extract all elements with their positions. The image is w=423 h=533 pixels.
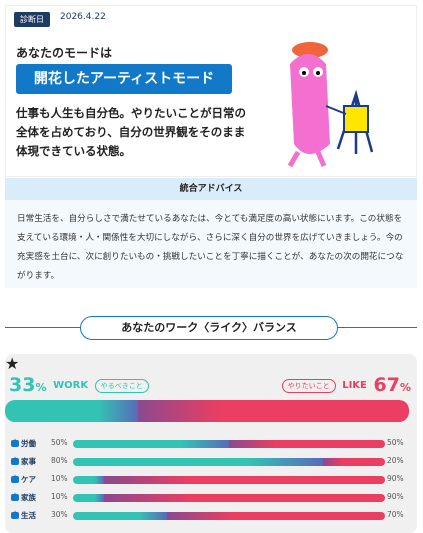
row-label: 生活 (21, 511, 36, 520)
unit: % (396, 438, 404, 447)
like-segment (229, 440, 385, 448)
row-label: ケア (21, 475, 36, 484)
result-card: 診断日 2026.4.22 あなたのモードは 開花したアーティストモード 仕事も… (5, 5, 417, 177)
work-segment (73, 440, 229, 448)
work-segment (73, 494, 105, 502)
advice-title: 統合アドバイス (5, 178, 417, 200)
like-summary: やりたいこと LIKE 67% (281, 374, 411, 396)
row-like-value: 90 (387, 474, 397, 483)
like-label: LIKE (342, 380, 367, 391)
row-work: 10% (51, 492, 68, 501)
work-segment (73, 458, 323, 466)
row-like-value: 50 (387, 438, 397, 447)
like-segment (138, 400, 409, 422)
row-work: 30% (51, 510, 68, 519)
balance-bar (5, 400, 409, 422)
row-label: 労働 (21, 439, 36, 448)
row-work: 10% (51, 474, 68, 483)
unit: % (35, 381, 47, 394)
row-work-value: 30 (51, 510, 61, 519)
work-segment (73, 512, 167, 520)
row-like: 70% (387, 510, 404, 519)
balance-bar (73, 440, 385, 448)
row-work: 50% (51, 438, 68, 447)
unit: % (399, 381, 411, 394)
row-like: 90% (387, 492, 404, 501)
balance-bar (73, 458, 385, 466)
row-like: 90% (387, 474, 404, 483)
like-segment (104, 476, 385, 484)
row-icon (11, 494, 19, 501)
work-segment (5, 400, 139, 422)
work-segment (73, 476, 105, 484)
star: ★ (5, 354, 20, 373)
like-segment (322, 458, 385, 466)
row-work-value: 80 (51, 456, 61, 465)
row-icon (11, 440, 19, 447)
badge: 診断日 (14, 12, 50, 27)
row-label: 家族 (21, 493, 36, 502)
like-segment (166, 512, 385, 520)
unit: % (60, 474, 68, 483)
mode: 開花したアーティストモード (16, 64, 232, 94)
unit: % (396, 510, 404, 519)
row-work-value: 10 (51, 492, 61, 501)
lead: あなたのモードは (16, 46, 113, 60)
unit: % (396, 474, 404, 483)
row-work: 80% (51, 456, 68, 465)
work-tag: やるべきこと (94, 378, 149, 393)
illustration (287, 42, 374, 168)
description: 仕事も人生も自分色。やりたいことが日常の全体を占めており、自分の世界観をそのまま… (16, 106, 246, 158)
unit: % (60, 456, 68, 465)
like-value: 67 (373, 374, 400, 396)
balance-title: あなたのワーク〈ライク〉バランス (80, 316, 338, 340)
row-like: 50% (387, 438, 404, 447)
unit: % (60, 438, 68, 447)
work-value: 33 (9, 374, 36, 396)
row-like: 20% (387, 456, 404, 465)
balance-bar (73, 494, 385, 502)
row-work-value: 10 (51, 474, 61, 483)
row-like-value: 90 (387, 492, 397, 501)
row-like-value: 70 (387, 510, 397, 519)
balance-bar (73, 512, 385, 520)
work-label: WORK (53, 380, 89, 391)
like-segment (104, 494, 385, 502)
advice-text: 日常生活を、自分らしさで満たせているあなたは、今とても満足度の高い状態にいます。… (5, 200, 417, 288)
row-icon (11, 476, 19, 483)
date: 2026.4.22 (60, 12, 106, 22)
unit: % (396, 492, 404, 501)
unit: % (396, 456, 404, 465)
balance-bar (73, 476, 385, 484)
row-label: 家事 (21, 457, 36, 466)
balance-panel: 33% WORK やるべきこと やりたいこと LIKE 67% ★ 労働 50% 50… (5, 354, 417, 533)
row-like-value: 20 (387, 456, 397, 465)
unit: % (60, 510, 68, 519)
row-icon (11, 512, 19, 519)
unit: % (60, 492, 68, 501)
like-tag: やりたいこと (281, 378, 336, 393)
row-work-value: 50 (51, 438, 61, 447)
work-summary: 33% WORK やるべきこと (9, 374, 149, 396)
row-icon (11, 458, 19, 465)
